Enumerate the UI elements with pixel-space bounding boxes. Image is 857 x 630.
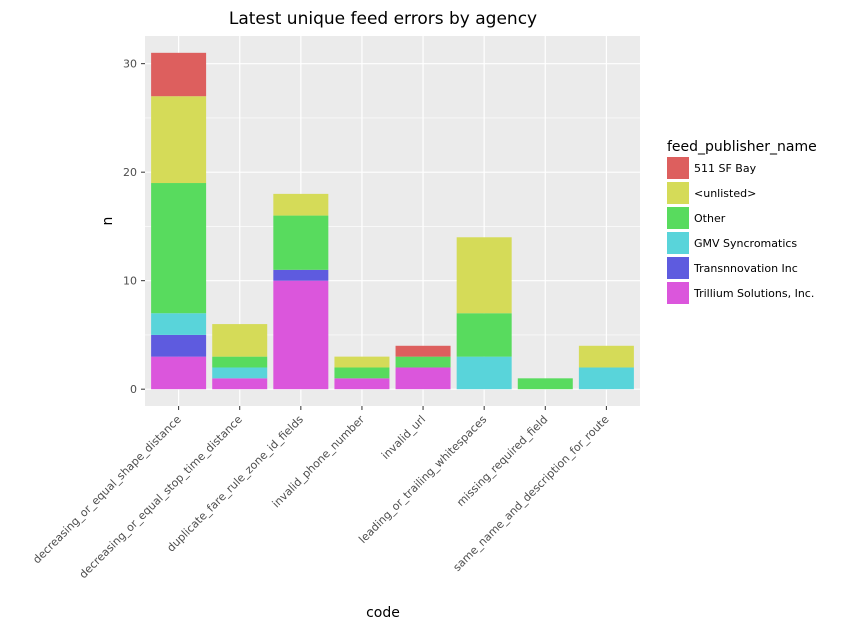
bar-segment bbox=[151, 52, 207, 97]
y-axis-title: n bbox=[100, 217, 116, 226]
legend-label: 511 SF Bay bbox=[694, 162, 757, 175]
legend-label: Trillium Solutions, Inc. bbox=[693, 287, 814, 300]
bar-segment bbox=[151, 356, 207, 390]
x-axis: decreasing_or_equal_shape_distancedecrea… bbox=[30, 406, 612, 581]
bar-segment bbox=[334, 356, 390, 368]
bar-segment bbox=[517, 378, 573, 390]
y-axis: 0 10 20 30 bbox=[123, 58, 145, 396]
legend: feed_publisher_name 511 SF Bay <unlisted>… bbox=[667, 139, 817, 304]
bar-segment bbox=[334, 378, 390, 390]
legend-swatch bbox=[667, 182, 689, 204]
bar-segment bbox=[273, 193, 329, 216]
bar-segment bbox=[456, 313, 512, 357]
x-axis-title: code bbox=[366, 605, 400, 621]
x-tick-label: leading_or_trailing_whitespaces bbox=[356, 413, 489, 546]
legend-swatch bbox=[667, 257, 689, 279]
y-tick-label: 30 bbox=[123, 58, 137, 71]
legend-swatch bbox=[667, 157, 689, 179]
bar-segment bbox=[334, 367, 390, 379]
bar-segment bbox=[273, 280, 329, 390]
chart-title: Latest unique feed errors by agency bbox=[229, 9, 537, 29]
bar-segment bbox=[151, 96, 207, 184]
legend-swatch bbox=[667, 282, 689, 304]
y-tick-label: 20 bbox=[123, 166, 137, 179]
x-tick-label: duplicate_fare_rule_zone_id_fields bbox=[164, 413, 306, 555]
x-tick-label: invalid_url bbox=[379, 413, 428, 462]
legend-label: <unlisted> bbox=[694, 187, 756, 200]
bar-segment bbox=[212, 378, 268, 390]
bar-segment bbox=[456, 237, 512, 314]
bars bbox=[151, 52, 634, 390]
bar-segment bbox=[212, 356, 268, 368]
bar-segment bbox=[456, 356, 512, 390]
legend-swatch bbox=[667, 232, 689, 254]
bar-segment bbox=[212, 324, 268, 357]
bar-segment bbox=[395, 356, 451, 368]
legend-label: GMV Syncromatics bbox=[694, 237, 797, 250]
bar-segment bbox=[395, 345, 451, 357]
bar-segment bbox=[578, 345, 634, 368]
y-tick-label: 0 bbox=[130, 383, 137, 396]
bar-segment bbox=[273, 215, 329, 270]
legend-label: Other bbox=[694, 212, 726, 225]
bar-segment bbox=[151, 183, 207, 314]
legend-label: Transnnovation Inc bbox=[693, 262, 798, 275]
legend-title: feed_publisher_name bbox=[667, 139, 817, 155]
bar-segment bbox=[578, 367, 634, 390]
bar-segment bbox=[212, 367, 268, 379]
bar-segment bbox=[151, 334, 207, 357]
bar-segment bbox=[273, 269, 329, 281]
bar-segment bbox=[395, 367, 451, 390]
y-tick-label: 10 bbox=[123, 275, 137, 288]
legend-swatch bbox=[667, 207, 689, 229]
bar-segment bbox=[151, 313, 207, 335]
